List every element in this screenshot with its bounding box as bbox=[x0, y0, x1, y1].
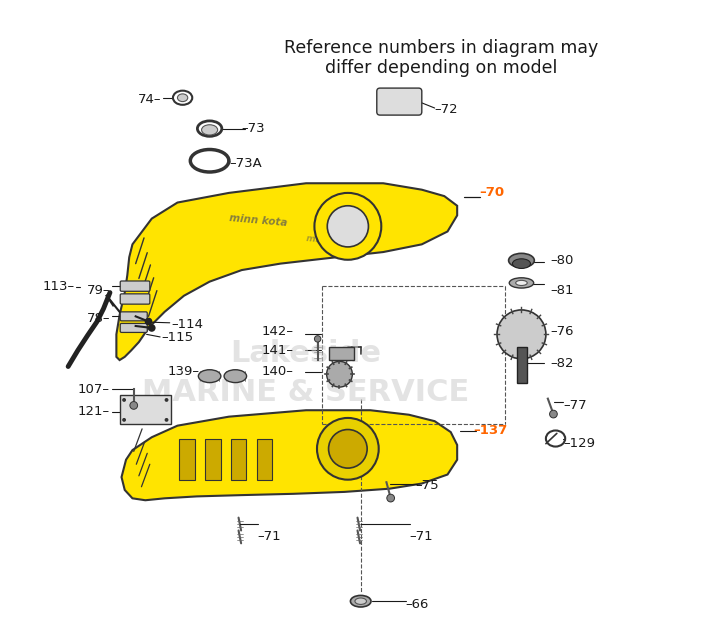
Text: –70: –70 bbox=[480, 186, 505, 199]
Ellipse shape bbox=[224, 370, 247, 383]
Circle shape bbox=[497, 310, 546, 359]
Text: 142–: 142– bbox=[261, 325, 293, 338]
Text: 139–: 139– bbox=[168, 365, 200, 378]
Bar bbox=[179, 439, 194, 480]
Bar bbox=[329, 347, 355, 360]
Ellipse shape bbox=[198, 370, 221, 383]
Ellipse shape bbox=[350, 595, 371, 607]
Ellipse shape bbox=[202, 125, 217, 135]
FancyBboxPatch shape bbox=[120, 323, 147, 332]
Text: –71: –71 bbox=[258, 530, 282, 543]
Ellipse shape bbox=[508, 253, 534, 267]
Text: –73: –73 bbox=[242, 122, 265, 135]
Text: minn kota: minn kota bbox=[306, 234, 358, 248]
Bar bbox=[205, 439, 220, 480]
Circle shape bbox=[164, 398, 169, 402]
Text: –115: –115 bbox=[162, 331, 194, 344]
Text: 79–: 79– bbox=[87, 284, 110, 297]
Circle shape bbox=[122, 398, 126, 402]
Text: 78–: 78– bbox=[87, 312, 110, 325]
Circle shape bbox=[315, 193, 381, 260]
Circle shape bbox=[327, 206, 368, 247]
Circle shape bbox=[387, 494, 395, 502]
Ellipse shape bbox=[513, 258, 531, 269]
FancyBboxPatch shape bbox=[120, 312, 147, 321]
Text: –71: –71 bbox=[409, 530, 433, 543]
Circle shape bbox=[164, 418, 169, 422]
Bar bbox=[257, 439, 272, 480]
Text: 113–: 113– bbox=[42, 280, 74, 293]
Text: –114: –114 bbox=[171, 318, 203, 331]
Text: –81: –81 bbox=[551, 284, 574, 297]
Text: 140–: 140– bbox=[261, 365, 293, 378]
Text: –66: –66 bbox=[405, 598, 429, 611]
Bar bbox=[119, 395, 171, 424]
Text: 74–: 74– bbox=[138, 93, 162, 106]
FancyBboxPatch shape bbox=[120, 294, 150, 304]
Ellipse shape bbox=[509, 278, 533, 288]
Text: minn kota: minn kota bbox=[229, 213, 288, 228]
Circle shape bbox=[122, 418, 126, 422]
Ellipse shape bbox=[516, 280, 527, 285]
Text: –80: –80 bbox=[551, 254, 573, 267]
Text: –73A: –73A bbox=[229, 158, 262, 170]
Text: –137: –137 bbox=[473, 424, 508, 437]
Circle shape bbox=[144, 318, 152, 325]
Text: Lakeside
MARINE & SERVICE: Lakeside MARINE & SERVICE bbox=[142, 340, 470, 406]
Bar bbox=[231, 439, 246, 480]
Circle shape bbox=[130, 401, 137, 410]
Ellipse shape bbox=[355, 598, 367, 604]
Text: 141–: 141– bbox=[261, 344, 293, 357]
Text: –76: –76 bbox=[551, 325, 574, 338]
Circle shape bbox=[315, 336, 321, 342]
Circle shape bbox=[550, 410, 557, 418]
FancyBboxPatch shape bbox=[377, 88, 422, 115]
Circle shape bbox=[148, 324, 156, 332]
Text: –77: –77 bbox=[563, 399, 587, 412]
Text: 121–: 121– bbox=[78, 405, 110, 418]
Circle shape bbox=[327, 361, 352, 387]
PathPatch shape bbox=[122, 410, 457, 500]
Ellipse shape bbox=[177, 94, 188, 102]
Text: 107–: 107– bbox=[78, 383, 110, 395]
FancyBboxPatch shape bbox=[120, 281, 150, 291]
Text: –75: –75 bbox=[415, 479, 439, 492]
PathPatch shape bbox=[117, 183, 457, 360]
Text: –129: –129 bbox=[563, 437, 596, 450]
Bar bbox=[517, 347, 527, 383]
Text: –82: –82 bbox=[551, 357, 574, 370]
Text: Reference numbers in diagram may
differ depending on model: Reference numbers in diagram may differ … bbox=[284, 39, 598, 77]
Circle shape bbox=[317, 418, 379, 480]
Text: –72: –72 bbox=[435, 103, 458, 116]
Circle shape bbox=[329, 430, 367, 468]
